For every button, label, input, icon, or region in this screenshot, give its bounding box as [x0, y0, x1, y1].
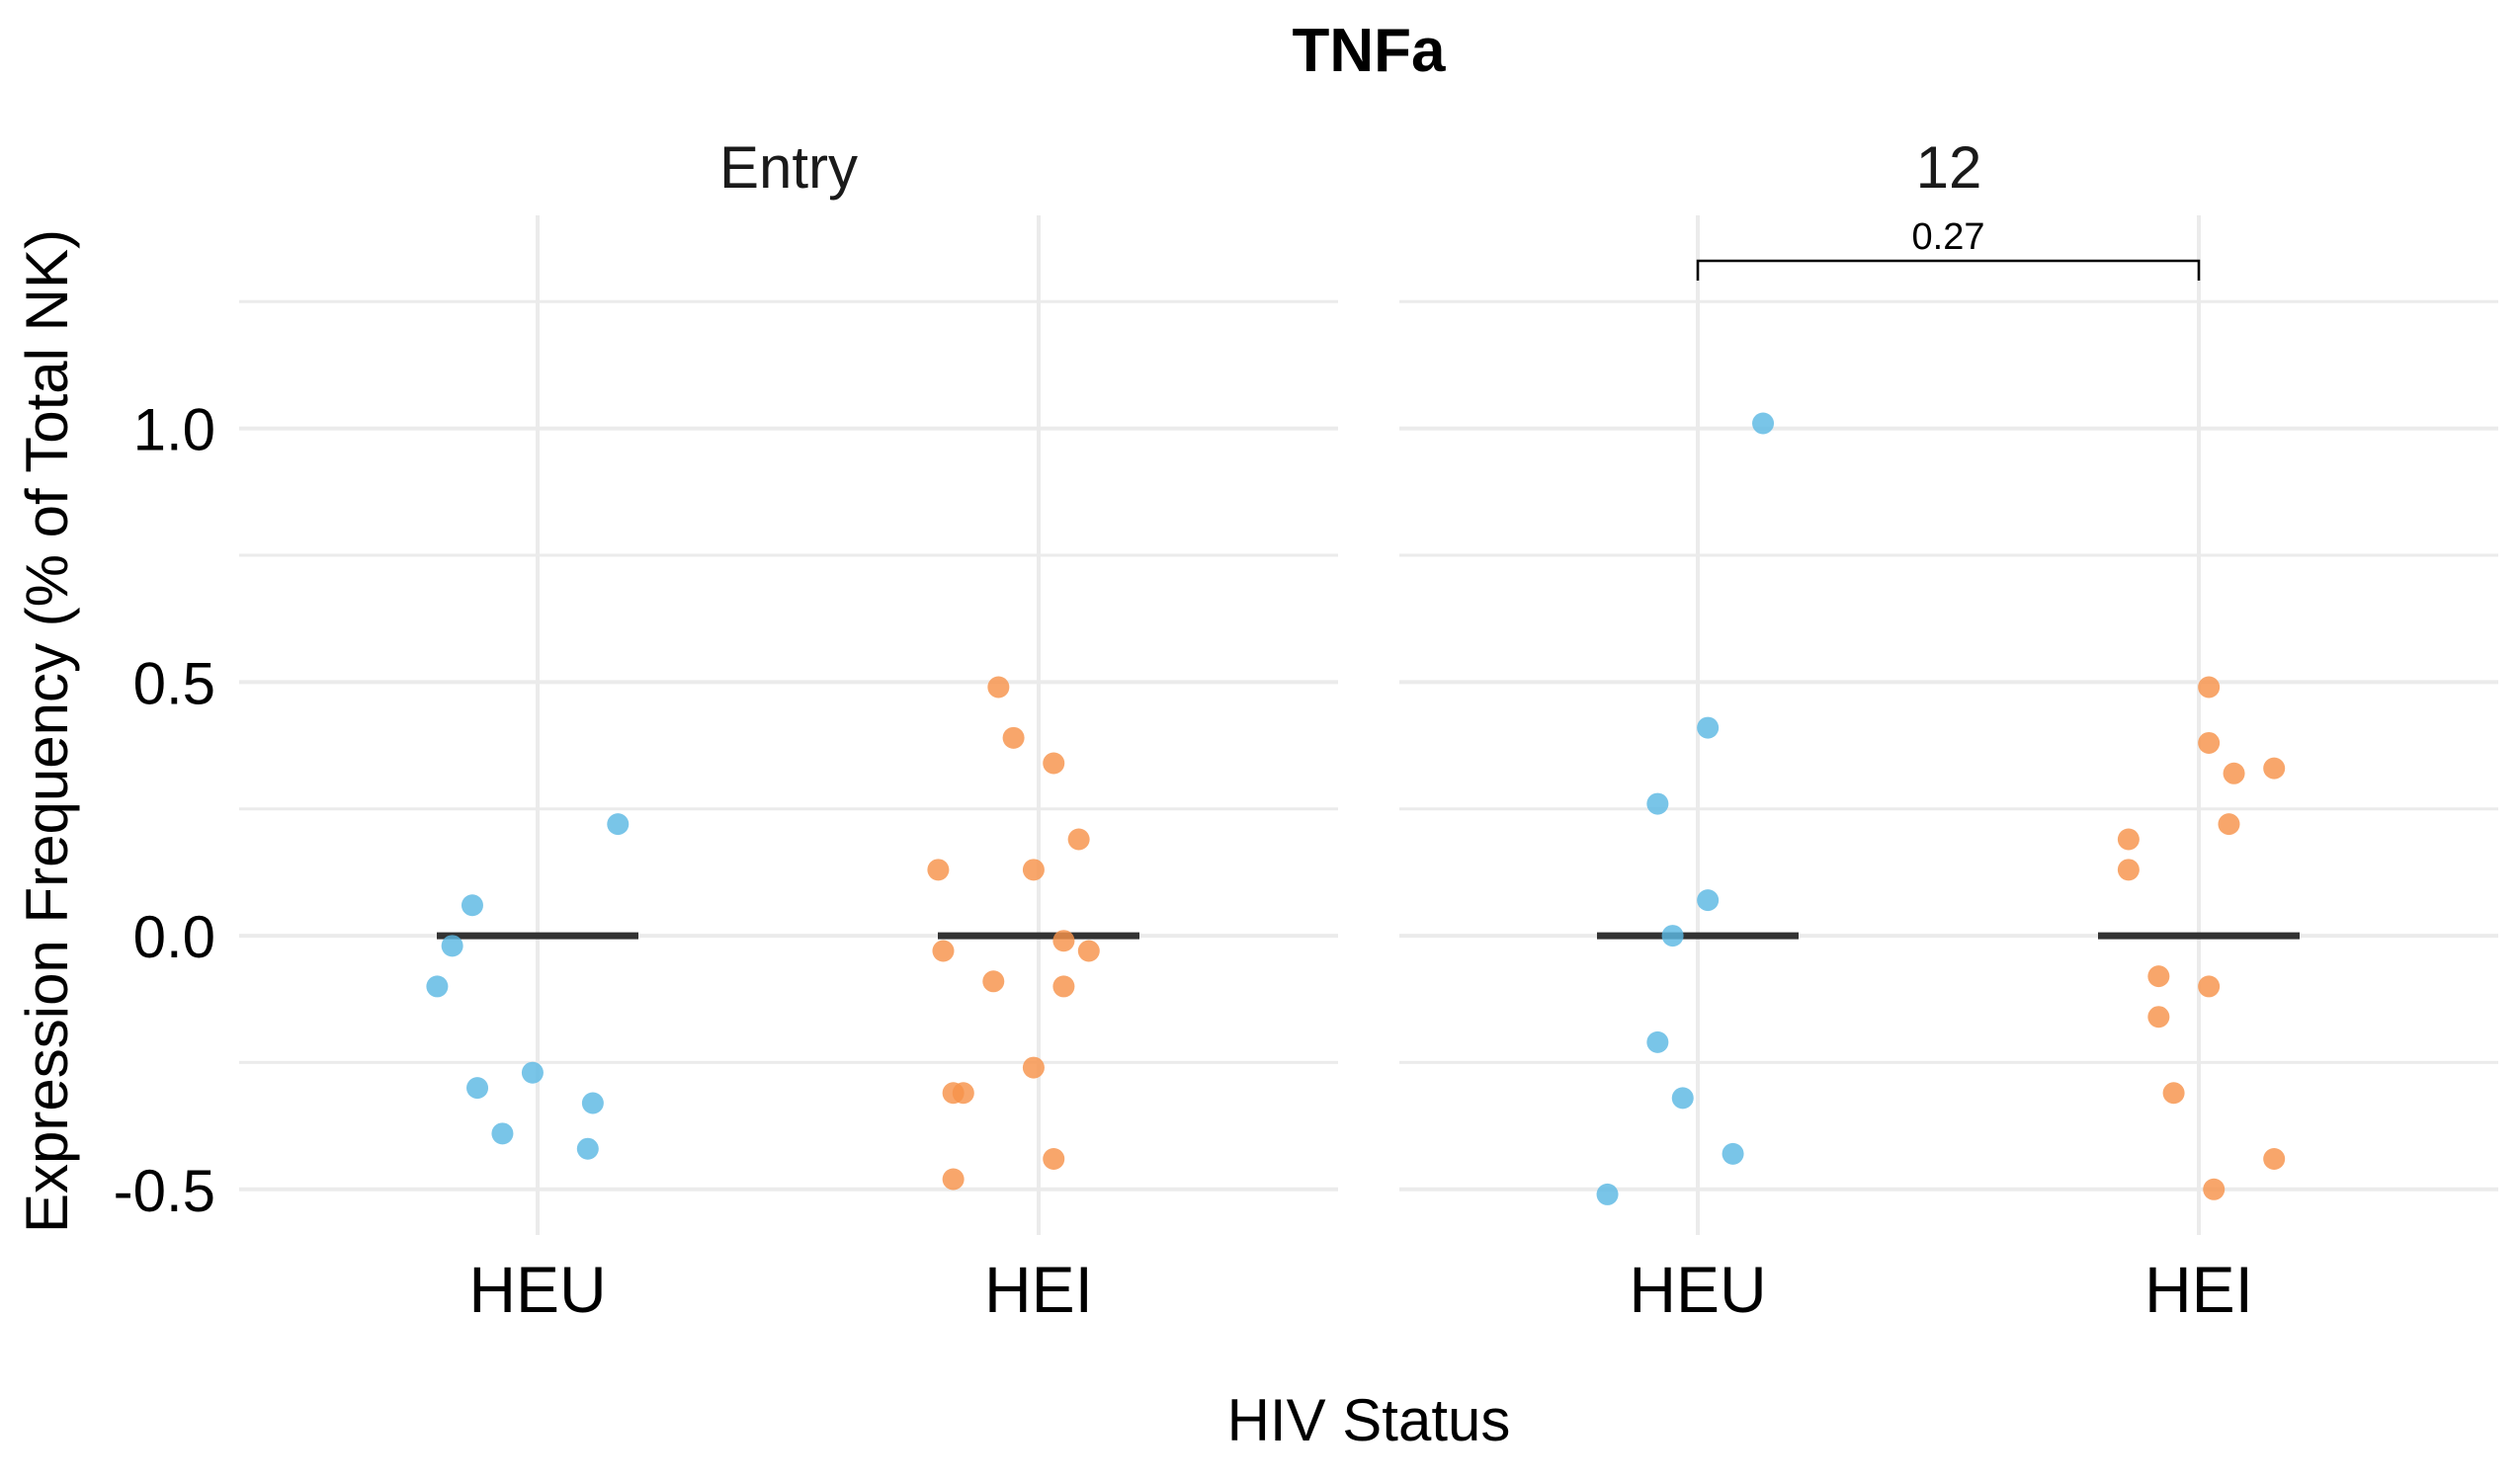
data-point	[1661, 925, 1684, 947]
y-tick-label: 1.0	[133, 397, 215, 463]
chart-title: TNFa	[1293, 17, 1447, 85]
data-point	[1052, 930, 1075, 952]
data-point	[1043, 752, 1065, 775]
facet-label: 12	[1916, 134, 1982, 201]
data-point	[2263, 1147, 2286, 1170]
data-point	[932, 940, 955, 962]
data-point	[2117, 859, 2140, 881]
data-point	[1002, 726, 1025, 749]
y-tick-label: 0.5	[133, 650, 215, 716]
y-tick-label: 0.0	[133, 904, 215, 970]
data-point	[1671, 1087, 1694, 1110]
data-point	[1697, 716, 1720, 739]
data-point	[982, 970, 1005, 993]
data-point	[1022, 1056, 1045, 1079]
data-point	[1052, 975, 1075, 998]
panel-1: Entry HEU HEI	[239, 134, 1338, 1326]
data-point	[491, 1122, 514, 1145]
y-axis-title: Expression Frequency (% of Total NK)	[14, 229, 80, 1233]
panel-2: 12 HEU HEI 0.27	[1399, 134, 2498, 1326]
y-tick-label: -0.5	[114, 1158, 215, 1224]
data-point	[987, 676, 1010, 699]
data-point	[1077, 940, 1100, 962]
data-point	[2198, 676, 2221, 699]
comparison-bracket	[1696, 259, 2201, 281]
data-point	[2263, 757, 2286, 780]
data-point	[461, 894, 483, 917]
data-point	[2198, 975, 2221, 998]
data-point	[2147, 965, 2170, 988]
data-point	[2223, 762, 2245, 784]
data-point	[1596, 1183, 1619, 1205]
data-point	[942, 1168, 965, 1191]
data-point	[1043, 1147, 1065, 1170]
data-point	[1697, 889, 1720, 912]
data-point	[581, 1092, 604, 1114]
data-point	[576, 1137, 599, 1160]
data-point	[1722, 1142, 1744, 1165]
data-point	[2198, 731, 2221, 754]
data-point	[952, 1082, 974, 1105]
data-point	[2147, 1006, 2170, 1029]
data-point	[1067, 828, 1090, 851]
x-tick-label: HEU	[468, 1253, 606, 1326]
data-point	[466, 1077, 489, 1100]
data-point	[1752, 412, 1775, 435]
data-point	[441, 935, 463, 957]
data-point	[521, 1061, 544, 1084]
x-axis-title: HIV Status	[1227, 1387, 1511, 1453]
data-point	[607, 813, 630, 836]
data-point	[927, 859, 950, 881]
data-point	[2117, 828, 2140, 851]
data-point	[2162, 1082, 2185, 1105]
data-point	[2218, 813, 2240, 836]
data-point	[426, 975, 449, 998]
data-point	[1646, 792, 1669, 815]
data-point	[2203, 1178, 2226, 1200]
x-tick-label: HEU	[1629, 1253, 1766, 1326]
x-tick-label: HEI	[984, 1253, 1093, 1326]
comparison-p-value: 0.27	[1912, 216, 1985, 258]
data-point	[1646, 1030, 1669, 1053]
plot-area: Entry HEU HEI 12 HEU HEI 0.27 -0.5 0.0 0.5 1.0	[114, 134, 2498, 1326]
data-point	[1022, 859, 1045, 881]
x-tick-label: HEI	[2144, 1253, 2253, 1326]
facet-label: Entry	[719, 134, 858, 201]
